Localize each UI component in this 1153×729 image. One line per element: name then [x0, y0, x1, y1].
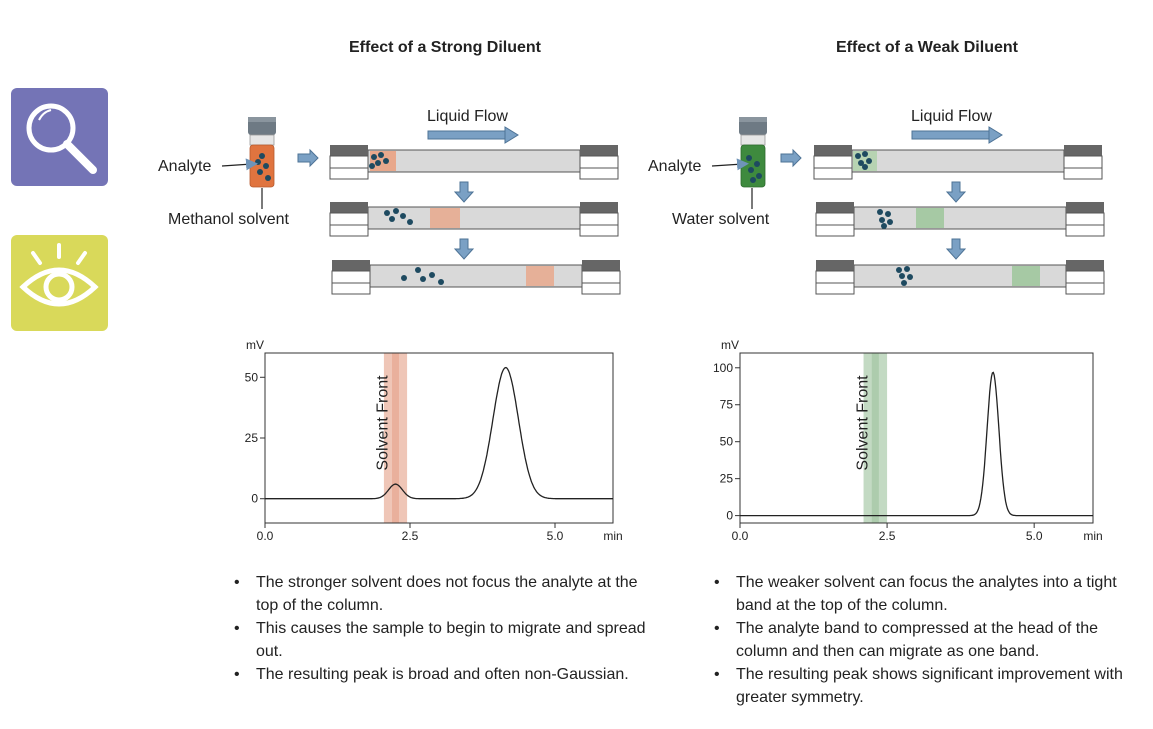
left-analyte-label: Analyte: [158, 158, 212, 175]
right-bullet-1: The weaker solvent can focus the analyte…: [712, 571, 1137, 617]
left-bullet-2: This causes the sample to begin to migra…: [232, 617, 652, 663]
right-ylabel: mV: [721, 338, 739, 352]
right-xtick-label: 5.0: [1026, 529, 1043, 543]
left-ylabel: mV: [246, 338, 264, 352]
left-xtick-label: 5.0: [547, 529, 564, 543]
left-xtick-label: 2.5: [402, 529, 419, 543]
left-solvent-front-band: [383, 353, 408, 523]
right-column-3: [815, 260, 1105, 295]
right-ytick-label: 0: [726, 509, 733, 523]
left-analyte-pointer: [221, 158, 258, 171]
left-xlabel: min: [603, 529, 622, 543]
right-solvent-label: Water solvent: [672, 211, 770, 228]
left-column-2: [329, 202, 619, 237]
left-down-arrow-1: [453, 181, 475, 203]
left-plot-frame: [264, 352, 614, 524]
right-plot-frame: [739, 352, 1094, 524]
left-bullets: The stronger solvent does not focus the …: [232, 571, 652, 686]
left-ytick-label: 50: [245, 370, 259, 384]
right-down-arrow-1: [945, 181, 967, 203]
left-ytick-label: 0: [251, 492, 258, 506]
left-down-arrow-2: [453, 238, 475, 260]
left-solvent-front-label: Solvent Front: [375, 375, 392, 471]
left-column-1: [329, 145, 619, 180]
left-chromatogram: 0 25 50 0.0 2.5 5.0 mV min Solvent Front: [245, 338, 623, 543]
right-solvent-front-label: Solvent Front: [854, 375, 871, 471]
right-bullets: The weaker solvent can focus the analyte…: [712, 571, 1137, 709]
right-bullet-2: The analyte band to compressed at the he…: [712, 617, 1137, 663]
magnifier-icon: [11, 88, 108, 186]
right-signal-line: [740, 371, 1093, 517]
right-flow-label: Liquid Flow: [911, 108, 992, 125]
left-flow-arrow: [427, 126, 519, 144]
right-ytick-label: 25: [720, 472, 734, 486]
left-signal-line: [265, 366, 613, 500]
right-xtick-label: 0.0: [732, 529, 749, 543]
right-title: Effect of a Weak Diluent: [836, 39, 1018, 56]
left-flow-label: Liquid Flow: [427, 108, 508, 125]
left-solvent-label: Methanol solvent: [168, 211, 289, 228]
right-solvent-front-core: [871, 353, 879, 523]
left-column-3: [331, 260, 621, 295]
left-xtick-label: 0.0: [257, 529, 274, 543]
left-bullet-1: The stronger solvent does not focus the …: [232, 571, 652, 617]
right-vial: [739, 117, 767, 188]
left-ytick-label: 25: [245, 431, 259, 445]
right-column-2: [815, 202, 1105, 237]
left-bullet-3: The resulting peak is broad and often no…: [232, 663, 652, 686]
right-ytick-label: 50: [720, 435, 734, 449]
left-solvent-front-core: [392, 353, 399, 523]
eye-icon: [11, 235, 108, 331]
left-title: Effect of a Strong Diluent: [349, 39, 541, 56]
right-inject-arrow: [780, 148, 802, 168]
left-inject-arrow: [297, 148, 319, 168]
left-vial: [248, 117, 276, 188]
right-xtick-label: 2.5: [879, 529, 896, 543]
right-flow-arrow: [911, 126, 1003, 144]
right-analyte-pointer: [711, 158, 749, 171]
right-bullet-3: The resulting peak shows significant imp…: [712, 663, 1137, 709]
right-column-1: [813, 145, 1103, 180]
right-chromatogram: 0 25 50 75 100 0.0 2.5 5.0 mV min Solvent Front: [713, 338, 1103, 543]
right-ytick-label: 100: [713, 361, 733, 375]
right-solvent-front-band: [863, 353, 888, 523]
right-ytick-label: 75: [720, 398, 734, 412]
right-xlabel: min: [1083, 529, 1102, 543]
right-analyte-label: Analyte: [648, 158, 702, 175]
right-down-arrow-2: [945, 238, 967, 260]
